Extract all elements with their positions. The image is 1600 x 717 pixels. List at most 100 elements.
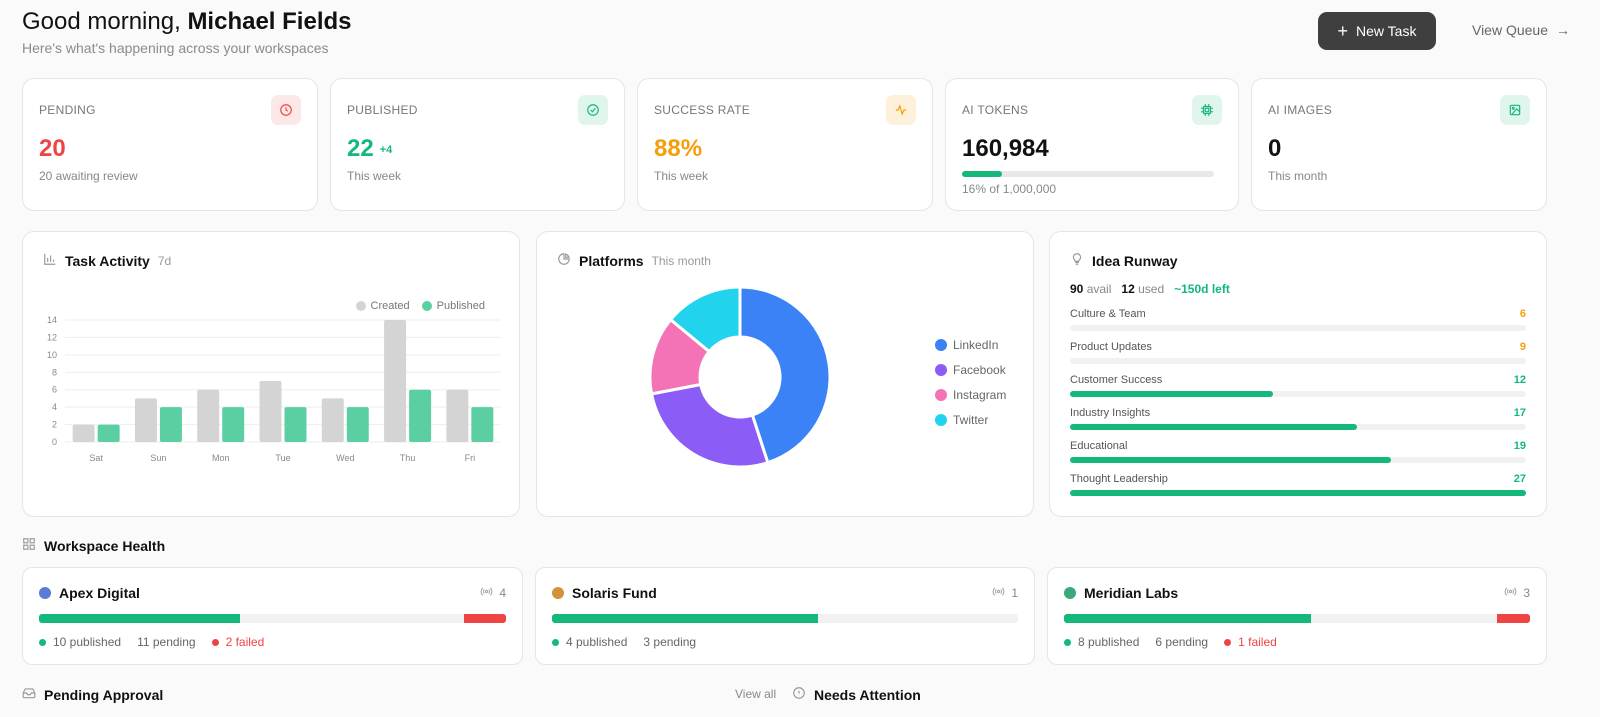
bar-created[interactable]	[446, 389, 469, 442]
stat-sub: This week	[654, 169, 709, 183]
idea-runway-title: Idea Runway	[1092, 252, 1178, 269]
workspace-card[interactable]: Solaris Fund 1 4 published 3 pending	[535, 567, 1035, 665]
bar-created[interactable]	[197, 389, 220, 442]
y-tick-label: 12	[47, 332, 57, 342]
workspace-stats: 10 published 11 pending 2 failed	[39, 635, 264, 649]
bar-created[interactable]	[384, 320, 407, 442]
x-tick-label: Wed	[336, 453, 354, 463]
bar-published[interactable]	[159, 407, 182, 442]
tokens-progress-fill	[962, 171, 1003, 177]
view-queue-link[interactable]: View Queue →	[1472, 22, 1570, 38]
pending-count: 6 pending	[1155, 635, 1209, 649]
runway-row-track	[1070, 358, 1526, 364]
stat-card-ai-images[interactable]: AI IMAGES 0 This month	[1251, 78, 1547, 211]
bar-published[interactable]	[222, 407, 245, 442]
published-count: 10 published	[39, 635, 121, 649]
used-label: used	[1138, 282, 1165, 296]
avail-label: avail	[1086, 282, 1112, 296]
stat-card-published[interactable]: PUBLISHED 22 +4 This week	[330, 78, 625, 211]
legend-swatch	[935, 388, 947, 401]
legend-item-instagram: Instagram	[935, 382, 1006, 407]
bar-published[interactable]	[284, 407, 307, 442]
platforms-panel: Platforms This month LinkedIn Facebook I…	[536, 231, 1034, 517]
bar-published[interactable]	[471, 407, 494, 442]
task-activity-panel: Task Activity 7d Created Published 0 2 4 6 8…	[22, 231, 520, 517]
task-activity-title: Task Activity	[65, 252, 150, 269]
runway-row: Customer Success 12	[1070, 374, 1526, 404]
workspace-name: Solaris Fund	[552, 585, 657, 601]
bar-created[interactable]	[259, 381, 282, 442]
channel-count: 1	[1011, 586, 1018, 600]
runway-stats: 90 avail 12 used ~150d left	[1070, 282, 1230, 296]
view-all-link[interactable]: View all	[735, 687, 777, 701]
page-header: Good morning, Michael Fields Here's what…	[22, 6, 1578, 62]
runway-row-label: Culture & Team	[1070, 308, 1146, 320]
legend-item-linkedin: LinkedIn	[935, 332, 1006, 357]
legend-label: Instagram	[953, 387, 1007, 402]
avail-number: 90	[1070, 282, 1084, 296]
bar-created[interactable]	[72, 424, 95, 442]
runway-row-fill	[1070, 457, 1391, 463]
task-activity-range: 7d	[157, 253, 172, 268]
published-bar-segment	[39, 614, 240, 623]
bar-published[interactable]	[409, 389, 432, 442]
arrow-right-icon: →	[1556, 22, 1570, 38]
donut-slice-facebook[interactable]	[649, 382, 770, 469]
runway-days-left: ~150d left	[1174, 282, 1230, 296]
runway-row: Product Updates 9	[1070, 341, 1526, 371]
pending-count: 11 pending	[137, 635, 196, 649]
stat-sub: This month	[1268, 169, 1328, 183]
bar-published[interactable]	[97, 424, 120, 442]
legend-swatch	[935, 413, 947, 426]
new-task-button[interactable]: + New Task	[1318, 12, 1436, 50]
legend-label: Facebook	[953, 362, 1006, 377]
runway-row-track	[1070, 391, 1526, 397]
cpu-icon	[1192, 95, 1222, 125]
failed-bar-segment	[1497, 614, 1530, 623]
broadcast-icon	[480, 585, 493, 601]
lightbulb-icon	[1070, 252, 1084, 269]
donut-slice-twitter[interactable]	[668, 285, 742, 354]
bar-created[interactable]	[134, 398, 157, 442]
published-dot	[552, 638, 559, 646]
stat-card-pending[interactable]: PENDING 20 20 awaiting review	[22, 78, 318, 211]
needs-attention-header: Needs Attention	[792, 686, 921, 703]
legend-swatch	[935, 338, 947, 351]
stat-label: AI IMAGES	[1268, 103, 1333, 117]
failed-count: 2 failed	[211, 635, 265, 649]
runway-row: Culture & Team 6	[1070, 308, 1526, 338]
check-circle-icon	[578, 95, 608, 125]
y-tick-label: 14	[47, 315, 57, 325]
legend-label: Published	[436, 300, 485, 312]
platforms-donut-chart	[648, 285, 832, 469]
donut-slice-linkedin[interactable]	[738, 285, 832, 465]
workspace-card[interactable]: Meridian Labs 3 8 published 6 pending 1 fail…	[1047, 567, 1547, 665]
runway-row-count: 19	[1513, 440, 1526, 452]
stat-value: 0	[1268, 135, 1282, 162]
stat-value: 88%	[654, 135, 703, 162]
greeting-prefix: Good morning,	[22, 8, 181, 35]
runway-row-label: Customer Success	[1070, 374, 1163, 386]
failed-label: 2 failed	[225, 635, 265, 649]
pending-approval-title: Pending Approval	[44, 686, 164, 703]
stat-card-success-rate[interactable]: SUCCESS RATE 88% This week	[637, 78, 933, 211]
workspace-card[interactable]: Apex Digital 4 10 published 11 pending 2 fai…	[22, 567, 523, 665]
workspace-name: Meridian Labs	[1064, 585, 1178, 601]
bar-published[interactable]	[346, 407, 369, 442]
y-tick-label: 8	[52, 367, 57, 377]
x-tick-label: Sun	[150, 453, 166, 463]
workspace-health-bar	[552, 614, 1018, 623]
platforms-legend: LinkedIn Facebook Instagram Twitter	[935, 332, 1006, 432]
stat-card-ai-tokens[interactable]: AI TOKENS 160,984 16% of 1,000,000	[945, 78, 1239, 211]
stat-value: 20	[39, 135, 66, 162]
bar-created[interactable]	[321, 398, 344, 442]
stat-label: AI TOKENS	[962, 103, 1029, 117]
alert-circle-icon	[792, 686, 806, 703]
runway-row: Thought Leadership 27	[1070, 473, 1526, 503]
used-number: 12	[1121, 282, 1135, 296]
workspace-health-title: Workspace Health	[44, 537, 166, 554]
broadcast-icon	[1504, 585, 1517, 601]
tokens-progress-bar	[962, 171, 1214, 177]
published-bar-segment	[1064, 614, 1311, 623]
failed-dot	[211, 638, 219, 646]
